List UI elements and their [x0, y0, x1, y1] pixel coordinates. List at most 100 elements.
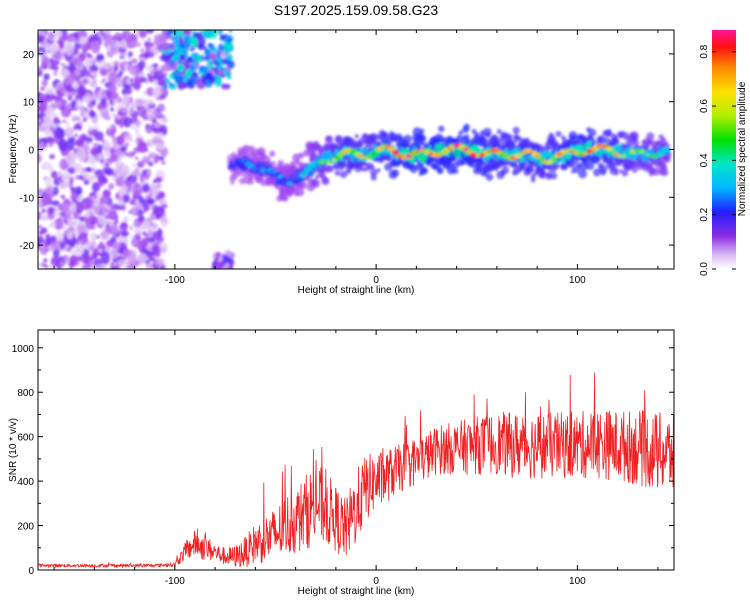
noise-blob	[50, 256, 61, 267]
ridge-halo	[588, 128, 597, 137]
noise-blob	[66, 231, 73, 240]
ridge-halo	[555, 131, 562, 137]
noise-blob	[169, 82, 173, 87]
noise-blob	[55, 127, 65, 140]
noise-blob	[172, 35, 180, 43]
noise-blob	[73, 211, 80, 220]
noise-blob	[53, 248, 60, 258]
noise-blob	[44, 129, 53, 136]
noise-blob	[153, 121, 161, 129]
noise-blob	[130, 82, 135, 87]
noise-blob	[40, 30, 45, 36]
noise-blob	[95, 96, 100, 100]
noise-blob	[93, 154, 99, 159]
ridge-halo	[437, 167, 443, 173]
noise-blob	[137, 216, 145, 223]
ridge-halo	[481, 170, 489, 177]
noise-blob	[38, 66, 42, 73]
noise-blob	[130, 234, 136, 239]
noise-blob	[62, 119, 66, 123]
noise-blob	[40, 93, 47, 101]
noise-blob	[135, 156, 139, 160]
noise-blob	[74, 162, 83, 173]
noise-blob	[78, 135, 83, 141]
noise-blob	[156, 142, 166, 151]
ridge-halo	[376, 168, 381, 173]
colorbar-tick-label: 0.4	[699, 153, 710, 167]
noise-blob	[142, 90, 147, 95]
noise-blob	[148, 237, 156, 244]
noise-blob	[38, 188, 43, 197]
noise-blob	[130, 206, 139, 216]
noise-blob	[161, 221, 168, 228]
noise-blob	[71, 99, 77, 108]
noise-blob	[100, 97, 107, 106]
noise-blob	[109, 154, 118, 163]
ridge-halo	[632, 139, 640, 147]
ridge-halo	[382, 132, 388, 138]
noise-blob	[131, 238, 139, 246]
ridge-halo	[578, 169, 587, 179]
cluster-blob	[192, 71, 198, 78]
noise-blob	[227, 42, 233, 50]
noise-blob	[225, 35, 234, 43]
ridge-halo	[552, 162, 560, 170]
ridge-halo	[438, 125, 445, 132]
noise-blob	[100, 251, 111, 265]
noise-blob	[107, 83, 117, 94]
noise-blob	[83, 179, 89, 185]
noise-blob	[105, 162, 109, 167]
noise-blob	[50, 138, 56, 143]
y-tick-label: 200	[17, 522, 34, 533]
noise-blob	[145, 124, 150, 129]
x-tick-label: 0	[373, 275, 379, 286]
noise-blob	[157, 228, 162, 232]
noise-blob	[103, 62, 111, 70]
noise-blob	[108, 183, 115, 190]
noise-blob	[74, 140, 81, 146]
chart-title: S197.2025.159.09.58.G23	[274, 2, 438, 18]
noise-blob	[69, 203, 77, 213]
noise-blob	[76, 99, 83, 108]
ridge-halo	[295, 188, 305, 197]
noise-blob	[48, 43, 58, 54]
noise-blob	[96, 191, 101, 199]
noise-blob	[41, 79, 48, 87]
ridge-halo	[521, 161, 526, 167]
y-tick-label: 0	[28, 146, 34, 157]
ridge-halo	[370, 133, 378, 140]
noise-blob	[64, 76, 74, 87]
colorbar-gradient	[712, 30, 736, 269]
y-tick-label: -20	[20, 241, 35, 252]
ridge-halo	[269, 150, 276, 157]
noise-blob	[58, 139, 68, 151]
noise-blob	[44, 243, 48, 247]
noise-blob	[217, 30, 224, 34]
noise-blob	[222, 255, 229, 261]
ridge-halo	[512, 126, 520, 134]
noise-blob	[69, 254, 79, 267]
noise-blob	[48, 265, 54, 269]
y-tick-label: 20	[23, 50, 35, 61]
ridge-halo	[277, 160, 285, 167]
noise-blob	[51, 174, 56, 179]
noise-blob	[41, 208, 46, 214]
noise-blob	[161, 160, 166, 165]
noise-blob	[159, 94, 166, 100]
noise-blob	[228, 30, 233, 33]
noise-blob	[132, 58, 138, 64]
noise-blob	[141, 183, 150, 193]
noise-blob	[45, 94, 52, 100]
ridge-halo	[436, 136, 445, 145]
noise-blob	[74, 133, 78, 137]
noise-blob	[139, 134, 143, 139]
ridge-halo	[463, 134, 470, 140]
cluster-blob	[178, 54, 186, 61]
noise-blob	[38, 230, 45, 236]
noise-blob	[66, 246, 72, 252]
noise-blob	[147, 37, 151, 41]
noise-blob	[121, 88, 127, 96]
noise-blob	[177, 81, 187, 89]
ridge-halo	[530, 177, 536, 183]
